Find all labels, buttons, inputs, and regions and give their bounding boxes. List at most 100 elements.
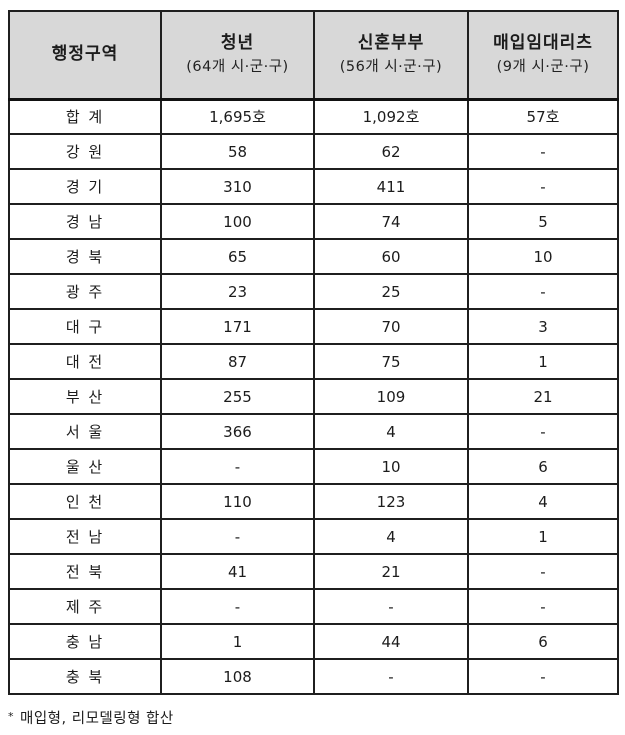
value-cell: 110 <box>160 483 315 520</box>
value-cell: 21 <box>313 553 469 590</box>
region-cell: 대 구 <box>8 308 162 345</box>
table-row: 강 원 58 62- <box>8 133 619 170</box>
header-youth: 청년 (64개 시·군·구) <box>160 10 315 101</box>
value-cell: - <box>160 588 315 625</box>
region-cell: 충 남 <box>8 623 162 660</box>
table-row: 경 남 100 74 5 <box>8 203 619 240</box>
value-cell: 4 <box>313 413 469 450</box>
value-cell: - <box>467 588 619 625</box>
value-cell: 70 <box>313 308 469 345</box>
value-cell: 1 <box>467 518 619 555</box>
table-row: 부 산 255 109 21 <box>8 378 619 415</box>
value-cell: 60 <box>313 238 469 275</box>
table-row: 울 산 -10 6 <box>8 448 619 485</box>
region-cell: 경 남 <box>8 203 162 240</box>
value-cell: 1 <box>467 343 619 380</box>
region-cell: 광 주 <box>8 273 162 310</box>
value-cell: 108 <box>160 658 315 695</box>
header-youth-title: 청년 <box>220 33 255 54</box>
value-cell: 4 <box>313 518 469 555</box>
value-cell: 75 <box>313 343 469 380</box>
footnote-text: 매입형, 리모델링형 합산 <box>20 711 174 727</box>
value-cell: 41 <box>160 553 315 590</box>
value-cell: 74 <box>313 203 469 240</box>
table-row: 제 주--- <box>8 588 619 625</box>
region-cell: 부 산 <box>8 378 162 415</box>
header-newlywed-subtitle: (56개 시·군·구) <box>339 58 443 75</box>
value-cell: 3 <box>467 308 619 345</box>
region-cell: 전 남 <box>8 518 162 555</box>
region-cell: 경 기 <box>8 168 162 205</box>
value-cell: 44 <box>313 623 469 660</box>
table-row: 합 계 1,695호 1,092호 57호 <box>8 98 619 135</box>
table-row: 서 울 366 4- <box>8 413 619 450</box>
value-cell: 23 <box>160 273 315 310</box>
footnote-marker-icon: * <box>8 710 14 723</box>
table-row: 경 기 310 411- <box>8 168 619 205</box>
value-cell: - <box>313 658 469 695</box>
header-region: 행정구역 <box>8 10 162 101</box>
value-cell: - <box>160 518 315 555</box>
table-row: 충 남 1 44 6 <box>8 623 619 660</box>
value-cell: 62 <box>313 133 469 170</box>
region-cell: 강 원 <box>8 133 162 170</box>
header-reits: 매입임대리츠 (9개 시·군·구) <box>467 10 619 101</box>
table-row: 경 북 65 60 10 <box>8 238 619 275</box>
value-cell: 109 <box>313 378 469 415</box>
value-cell: 25 <box>313 273 469 310</box>
region-cell: 제 주 <box>8 588 162 625</box>
value-cell: 6 <box>467 448 619 485</box>
value-cell: 310 <box>160 168 315 205</box>
value-cell: - <box>467 658 619 695</box>
header-reits-title: 매입임대리츠 <box>493 33 593 54</box>
value-cell: 87 <box>160 343 315 380</box>
value-cell: 57호 <box>467 98 619 135</box>
region-cell: 합 계 <box>8 98 162 135</box>
value-cell: - <box>160 448 315 485</box>
value-cell: - <box>467 553 619 590</box>
region-cell: 대 전 <box>8 343 162 380</box>
table-row: 대 전 87 75 1 <box>8 343 619 380</box>
footnote: * 매입형, 리모델링형 합산 <box>8 707 174 728</box>
region-cell: 경 북 <box>8 238 162 275</box>
value-cell: 10 <box>313 448 469 485</box>
value-cell: 58 <box>160 133 315 170</box>
value-cell: 100 <box>160 203 315 240</box>
table-row: 대 구 171 70 3 <box>8 308 619 345</box>
region-cell: 울 산 <box>8 448 162 485</box>
value-cell: 1,092호 <box>313 98 469 135</box>
value-cell: 65 <box>160 238 315 275</box>
value-cell: 10 <box>467 238 619 275</box>
region-cell: 전 북 <box>8 553 162 590</box>
value-cell: 4 <box>467 483 619 520</box>
header-youth-subtitle: (64개 시·군·구) <box>186 58 289 75</box>
value-cell: - <box>467 133 619 170</box>
table-row: 충 북 108- - <box>8 658 619 695</box>
value-cell: 171 <box>160 308 315 345</box>
value-cell: 123 <box>313 483 469 520</box>
value-cell: 1 <box>160 623 315 660</box>
region-cell: 서 울 <box>8 413 162 450</box>
table-header-row: 행정구역 청년 (64개 시·군·구) 신혼부부 (56개 시·군·구) 매입임… <box>8 10 619 101</box>
header-region-title: 행정구역 <box>51 44 119 64</box>
value-cell: 366 <box>160 413 315 450</box>
region-cell: 인 천 <box>8 483 162 520</box>
value-cell: - <box>467 413 619 450</box>
value-cell: - <box>467 168 619 205</box>
region-cell: 충 북 <box>8 658 162 695</box>
header-newlywed-title: 신혼부부 <box>357 33 425 54</box>
header-reits-subtitle: (9개 시·군·구) <box>496 58 590 75</box>
value-cell: 5 <box>467 203 619 240</box>
region-supply-table: 행정구역 청년 (64개 시·군·구) 신혼부부 (56개 시·군·구) 매입임… <box>8 10 619 695</box>
table-row: 광 주 23 25- <box>8 273 619 310</box>
value-cell: 21 <box>467 378 619 415</box>
value-cell: 411 <box>313 168 469 205</box>
header-newlywed: 신혼부부 (56개 시·군·구) <box>313 10 469 101</box>
value-cell: - <box>467 273 619 310</box>
table-row: 전 북 41 21- <box>8 553 619 590</box>
value-cell: 1,695호 <box>160 98 315 135</box>
value-cell: 255 <box>160 378 315 415</box>
